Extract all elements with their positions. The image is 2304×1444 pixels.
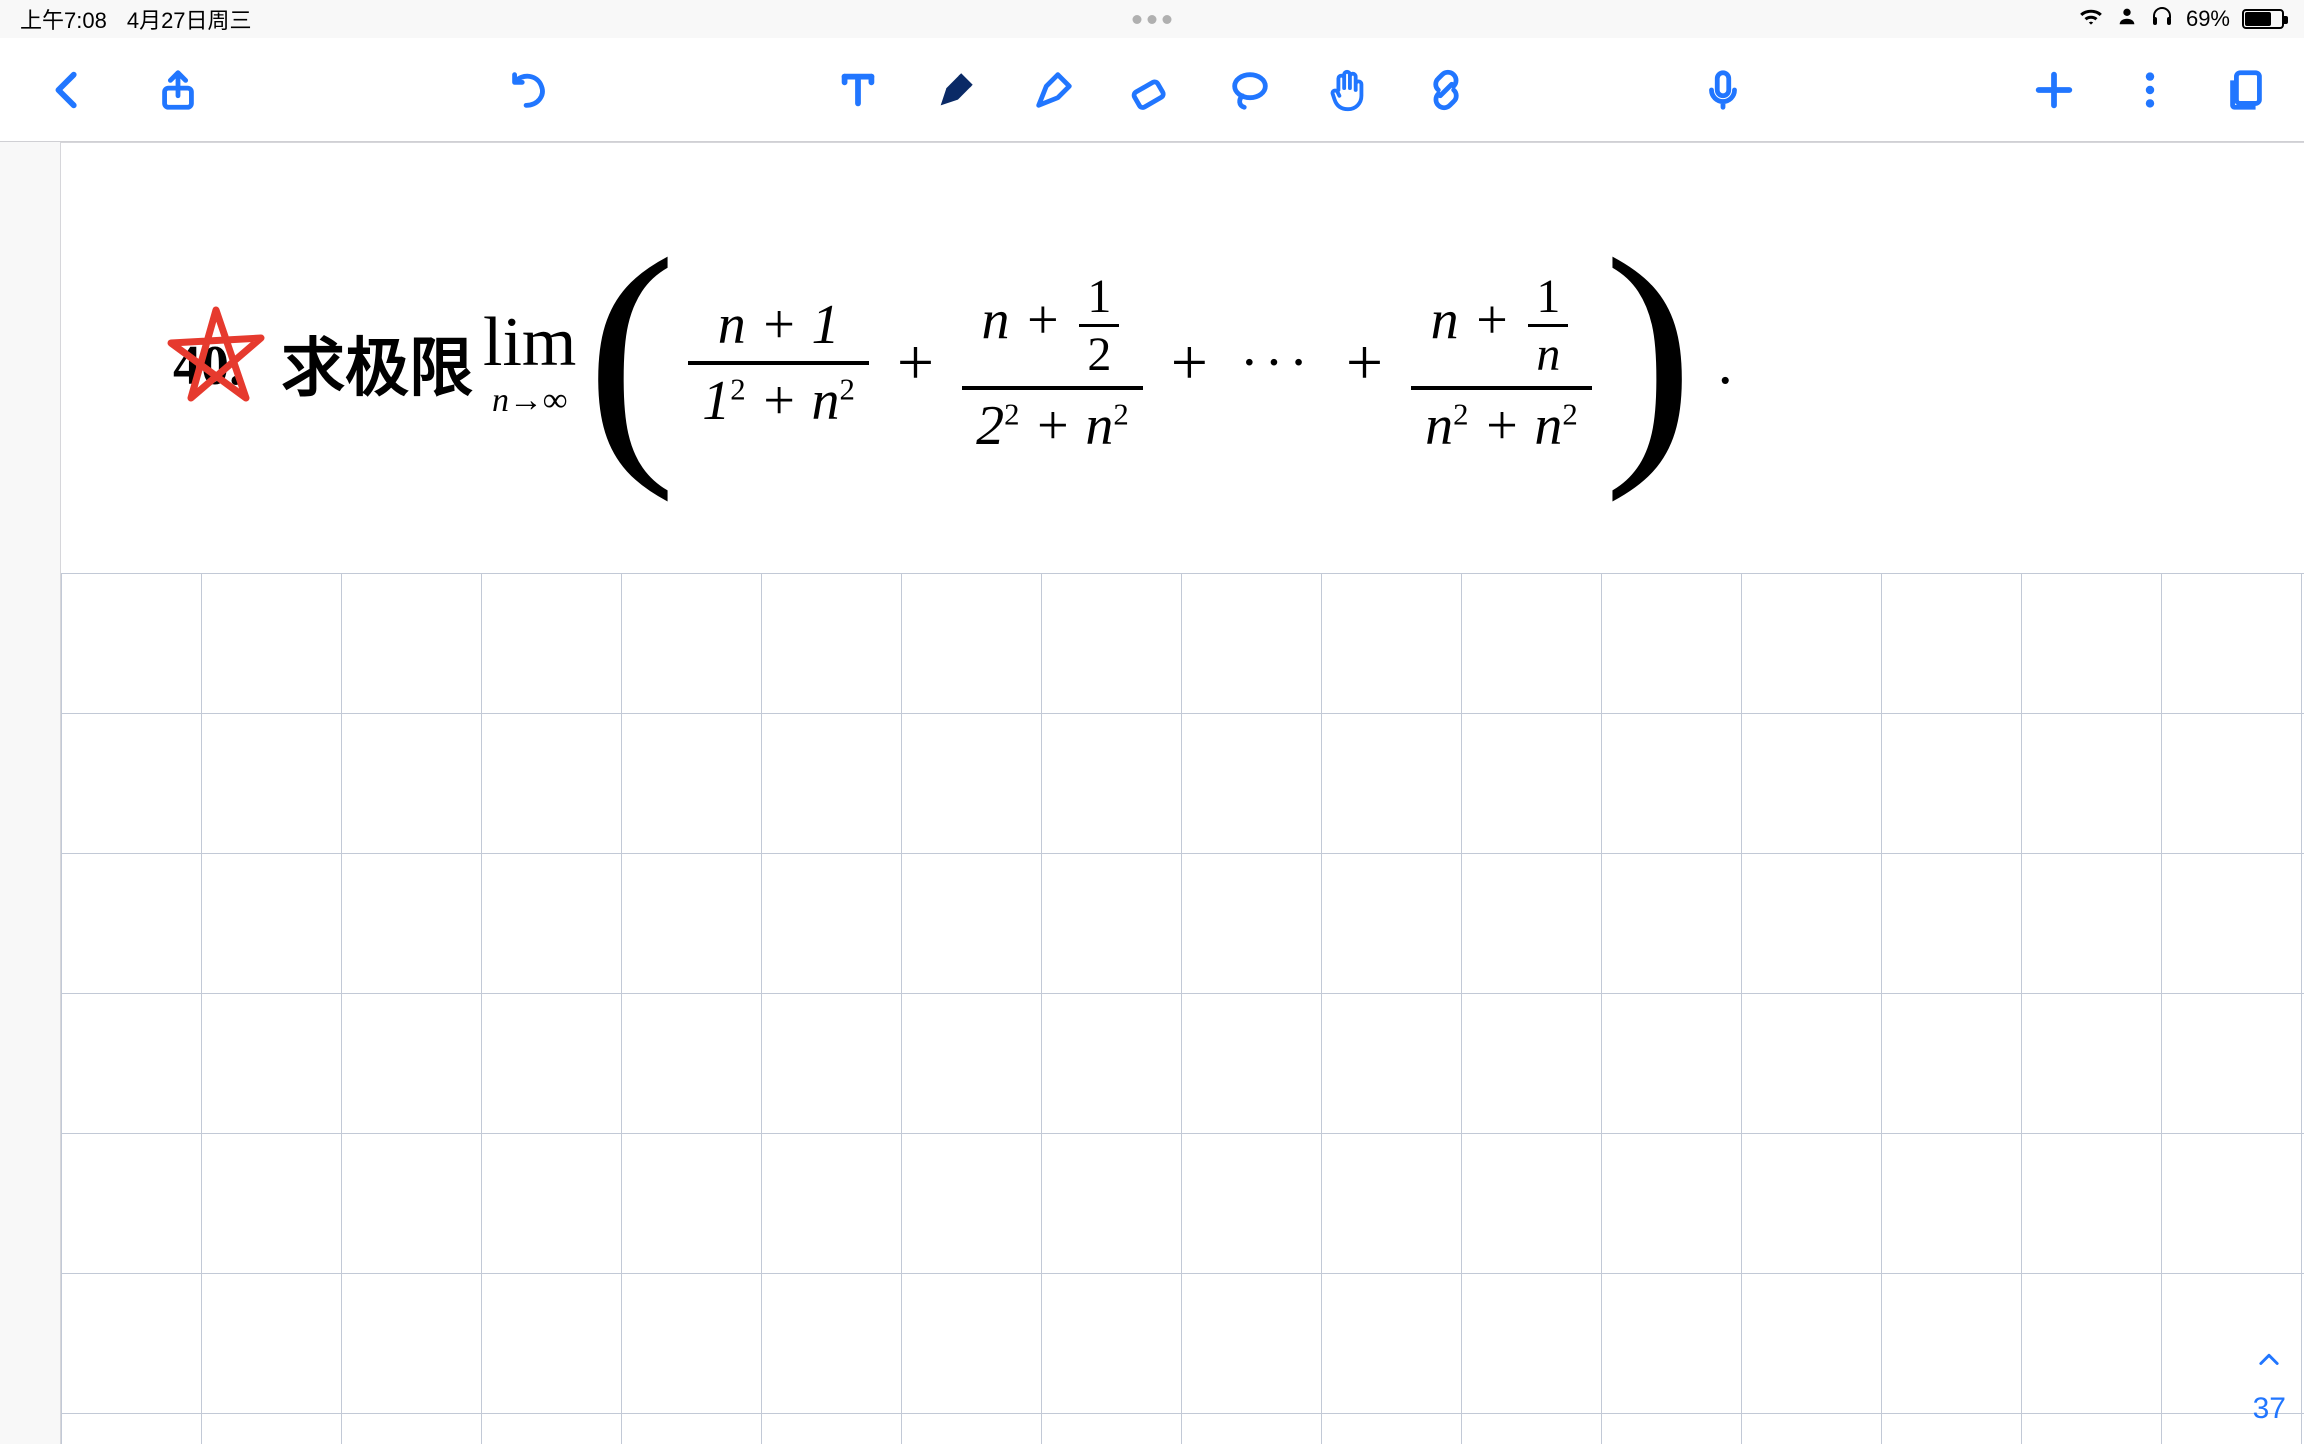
link-tool[interactable] — [1418, 62, 1474, 118]
multitask-dots[interactable] — [1133, 15, 1172, 24]
wifi-icon — [2078, 6, 2104, 32]
left-bracket: ( — [586, 259, 676, 448]
highlighter-tool[interactable] — [1026, 62, 1082, 118]
lasso-tool[interactable] — [1222, 62, 1278, 118]
term-2: n + 1 2 22 + n2 — [962, 265, 1143, 462]
chevron-up-icon[interactable] — [2255, 1346, 2283, 1374]
status-time: 上午7:08 — [20, 3, 107, 35]
pen-tool[interactable] — [928, 62, 984, 118]
problem-number: 40. — [151, 298, 281, 428]
undo-button[interactable] — [500, 62, 556, 118]
headphones-icon — [2150, 4, 2174, 34]
page-number: 37 — [2253, 1392, 2286, 1426]
right-bracket: ) — [1604, 259, 1694, 448]
tool-picker — [830, 62, 1474, 118]
problem-equation: 40. 求极限 lim n→∞ ( n + 1 12 + n2 + n + 1 — [151, 193, 2214, 533]
grid-background — [61, 573, 2304, 1444]
problem-prompt: 求极限 — [281, 317, 473, 409]
microphone-button[interactable] — [1695, 62, 1751, 118]
share-button[interactable] — [150, 62, 206, 118]
equation-period: . — [1718, 329, 1733, 398]
battery-icon — [2242, 9, 2284, 29]
pages-button[interactable] — [2218, 62, 2274, 118]
back-button[interactable] — [40, 62, 96, 118]
add-button[interactable] — [2026, 62, 2082, 118]
status-bar: 上午7:08 4月27日周三 69% — [0, 0, 2304, 38]
hand-tool[interactable] — [1320, 62, 1376, 118]
plus-3: + — [1346, 325, 1383, 401]
term-n: n + 1 n n2 + n2 — [1411, 265, 1592, 462]
toolbar — [0, 38, 2304, 142]
status-right: 69% — [2078, 4, 2284, 34]
plus-1: + — [897, 325, 934, 401]
status-date: 4月27日周三 — [127, 3, 252, 35]
text-tool[interactable] — [830, 62, 886, 118]
page-indicator[interactable]: 37 — [2253, 1346, 2286, 1426]
user-icon — [2116, 5, 2138, 33]
note-canvas[interactable]: 40. 求极限 lim n→∞ ( n + 1 12 + n2 + n + 1 — [60, 142, 2304, 1444]
term-1: n + 1 12 + n2 — [688, 289, 869, 437]
limit-operator: lim n→∞ — [483, 308, 576, 418]
status-left: 上午7:08 4月27日周三 — [20, 3, 252, 35]
battery-percent: 69% — [2186, 6, 2230, 32]
more-button[interactable] — [2122, 62, 2178, 118]
ellipsis: ··· — [1240, 331, 1314, 395]
plus-2: + — [1171, 325, 1208, 401]
eraser-tool[interactable] — [1124, 62, 1180, 118]
